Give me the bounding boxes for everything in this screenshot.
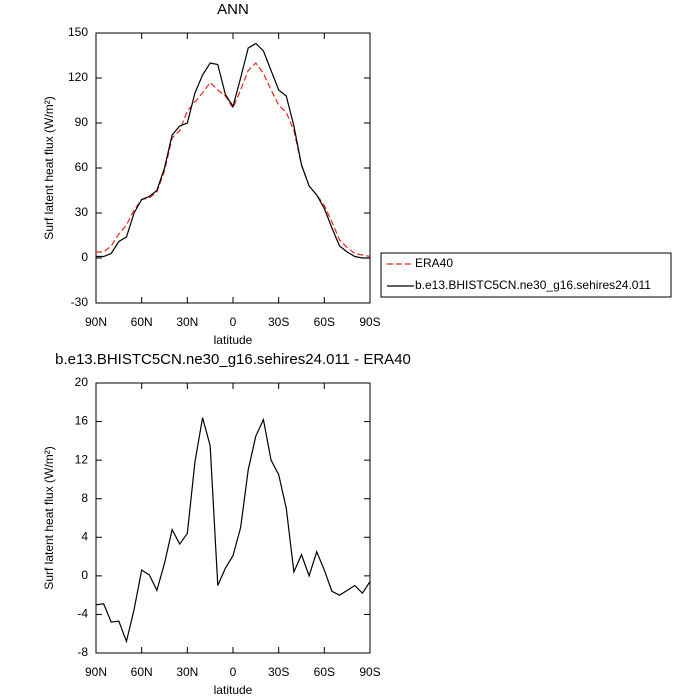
y-tick-label: 30 [75, 205, 89, 219]
y-tick-label: 150 [68, 25, 88, 39]
y-tick-label: 4 [81, 529, 88, 543]
x-tick-label: 60N [131, 315, 153, 329]
y-tick-label: 0 [81, 568, 88, 582]
y-axis-label: Surf latent heat flux (W/m²) [42, 446, 56, 589]
x-tick-label: 0 [230, 665, 237, 679]
x-tick-label: 60N [131, 665, 153, 679]
x-tick-label: 30N [176, 665, 198, 679]
legend-label: b.e13.BHISTC5CN.ne30_g16.sehires24.011 [415, 278, 651, 292]
chart-title: b.e13.BHISTC5CN.ne30_g16.sehires24.011 -… [55, 351, 411, 368]
plot-frame [95, 382, 371, 654]
y-tick-label: -4 [77, 607, 88, 621]
x-tick-label: 60S [314, 315, 335, 329]
x-tick-label: 30N [176, 315, 198, 329]
y-tick-label: -30 [71, 295, 89, 309]
y-tick-label: 12 [75, 452, 89, 466]
x-axis-label: latitude [214, 683, 253, 697]
y-tick-label: 0 [81, 250, 88, 264]
data-line [96, 62, 371, 258]
x-tick-label: 0 [230, 315, 237, 329]
legend-label: ERA40 [415, 256, 453, 270]
x-tick-label: 90N [85, 315, 107, 329]
y-tick-label: 16 [75, 414, 89, 428]
y-tick-label: 8 [81, 491, 88, 505]
x-tick-label: 90N [85, 665, 107, 679]
y-tick-label: 60 [75, 160, 89, 174]
plot-frame [95, 32, 371, 304]
x-tick-label: 90S [359, 665, 380, 679]
y-tick-label: 20 [75, 375, 89, 389]
chart-title: ANN [217, 1, 249, 18]
data-line [96, 42, 370, 259]
legend-box [380, 252, 672, 298]
x-tick-label: 30S [268, 665, 289, 679]
x-axis-label: latitude [214, 333, 253, 347]
x-tick-label: 30S [268, 315, 289, 329]
y-tick-label: 120 [68, 70, 88, 84]
y-tick-label: 90 [75, 115, 89, 129]
y-tick-label: -8 [77, 645, 88, 659]
data-line [95, 417, 371, 644]
x-tick-label: 60S [314, 665, 335, 679]
x-tick-label: 90S [359, 315, 380, 329]
y-axis-label: Surf latent heat flux (W/m²) [42, 96, 56, 239]
